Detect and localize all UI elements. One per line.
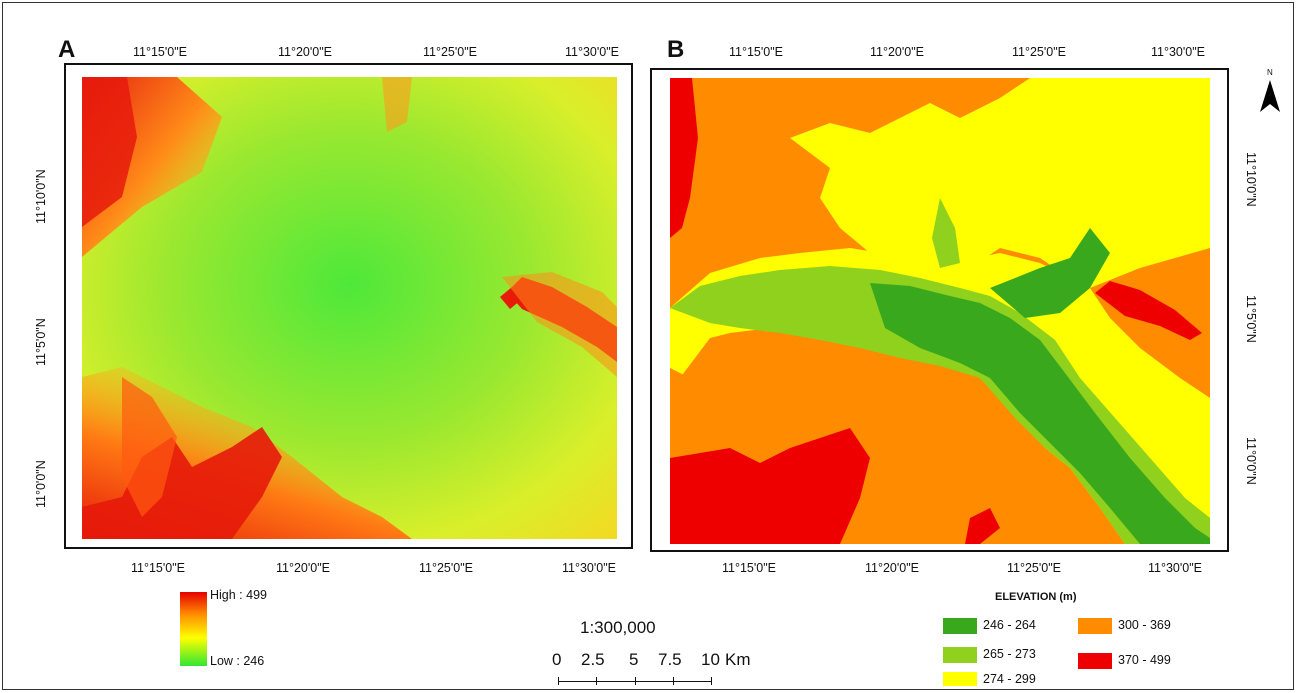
panel-b-top-tick: 11°25'0"E: [1012, 45, 1066, 59]
panel-a-bottom-tick: 11°30'0"E: [562, 561, 616, 575]
legend-swatch-274-299: [943, 672, 977, 686]
scale-tickmark: [635, 677, 636, 685]
panel-a-top-tick: 11°25'0"E: [423, 45, 477, 59]
legend-swatch-246-264: [943, 618, 977, 634]
panel-b-right-tick: 11°10'0"N: [1244, 152, 1258, 207]
gradient-legend-bar: [180, 592, 207, 666]
panel-b-top-tick: 11°30'0"E: [1151, 45, 1205, 59]
panel-a-top-tick: 11°15'0"E: [133, 45, 187, 59]
panel-b-bottom-tick: 11°30'0"E: [1148, 561, 1202, 575]
panel-b-label: B: [667, 36, 685, 63]
panel-a-left-tick: 11°5'0"N: [34, 318, 48, 366]
scale-tick-label: 10: [701, 650, 720, 669]
scale-tick-label: 5: [629, 650, 639, 669]
panel-b-right-tick: 11°0'0"N: [1244, 437, 1258, 485]
elevation-legend-title: ELEVATION (m): [995, 591, 1077, 603]
panel-a-top-tick: 11°20'0"E: [278, 45, 332, 59]
panel-a-dem-map: [82, 77, 617, 539]
scale-tick-label: 7.5: [658, 650, 682, 669]
panel-a-left-tick: 11°0'0"N: [34, 460, 48, 508]
panel-a-bottom-tick: 11°20'0"E: [276, 561, 330, 575]
scale-tickmark: [673, 677, 674, 685]
legend-label-265-273: 265 - 273: [983, 647, 1036, 661]
scale-tickmark: [558, 677, 559, 685]
gradient-low-label: Low : 246: [210, 654, 265, 668]
panel-b-elevation-map: [670, 78, 1210, 544]
panel-a-map-frame: [64, 63, 633, 549]
scale-tick-label: 2.5: [581, 650, 605, 669]
scale-tickmark: [711, 677, 712, 685]
legend-label-274-299: 274 - 299: [983, 672, 1036, 686]
scale-ratio: 1:300,000: [580, 618, 656, 637]
legend-label-246-264: 246 - 264: [983, 618, 1036, 632]
panel-b-bottom-tick: 11°25'0"E: [1007, 561, 1061, 575]
panel-b-map-frame: [650, 68, 1229, 552]
legend-swatch-265-273: [943, 647, 977, 663]
panel-b-top-tick: 11°15'0"E: [729, 45, 783, 59]
north-arrow-icon: [1260, 80, 1280, 112]
scale-tick-label: 0: [552, 650, 562, 669]
panel-a-left-tick: 11°10'0"N: [34, 169, 48, 224]
legend-swatch-370-499: [1078, 653, 1112, 669]
scale-tickmark: [596, 677, 597, 685]
gradient-high-label: High : 499: [210, 588, 267, 602]
north-label: N: [1267, 68, 1273, 77]
panel-b-bottom-tick: 11°15'0"E: [722, 561, 776, 575]
gradient-legend: High : 499 Low : 246: [180, 588, 320, 668]
panel-a-label: A: [58, 36, 76, 63]
legend-label-300-369: 300 - 369: [1118, 618, 1171, 632]
panel-b-right-tick: 11°5'0"N: [1244, 295, 1258, 343]
panel-b-top-tick: 11°20'0"E: [870, 45, 924, 59]
panel-b-bottom-tick: 11°20'0"E: [865, 561, 919, 575]
legend-label-370-499: 370 - 499: [1118, 653, 1171, 667]
panel-a-bottom-tick: 11°15'0"E: [131, 561, 185, 575]
scale-unit: Km: [725, 650, 751, 669]
panel-a-bottom-tick: 11°25'0"E: [419, 561, 473, 575]
legend-swatch-300-369: [1078, 618, 1112, 634]
scale-bar: 0 2.5 5 7.5 10 Km: [540, 650, 760, 686]
panel-a-top-tick: 11°30'0"E: [565, 45, 619, 59]
